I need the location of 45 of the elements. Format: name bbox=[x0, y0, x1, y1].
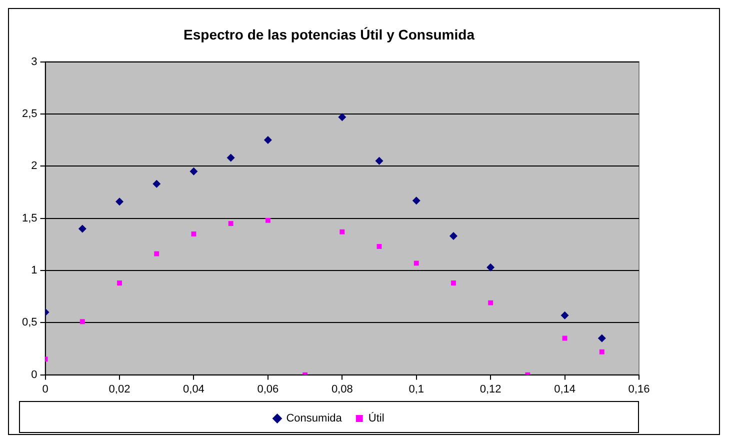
point bbox=[375, 156, 384, 165]
x-tick-label: 0 bbox=[42, 383, 48, 396]
point bbox=[78, 224, 86, 233]
y-tick-label: 1,5 bbox=[22, 212, 38, 224]
x-tick-label: 0,16 bbox=[628, 383, 650, 396]
x-tick-label: 0,14 bbox=[554, 383, 576, 396]
point bbox=[599, 349, 604, 354]
y-tick-label: 1 bbox=[31, 264, 38, 276]
x-tick-label: 0,1 bbox=[408, 383, 424, 396]
point bbox=[412, 196, 420, 205]
point bbox=[450, 280, 456, 286]
point bbox=[116, 198, 124, 206]
point bbox=[414, 260, 419, 266]
point bbox=[598, 334, 606, 342]
y-tick-label: 2 bbox=[31, 160, 38, 172]
point bbox=[228, 221, 234, 226]
y-tick-label: 2,5 bbox=[22, 108, 38, 120]
y-tick-label: 0 bbox=[31, 368, 38, 381]
x-tick-label: 0,04 bbox=[183, 383, 204, 396]
y-tick-label: 3 bbox=[31, 56, 38, 68]
point bbox=[488, 300, 494, 306]
point bbox=[191, 231, 196, 236]
x-tick-label: 0,06 bbox=[257, 383, 279, 396]
point bbox=[152, 180, 161, 188]
x-tick-label: 0,08 bbox=[331, 383, 353, 396]
point bbox=[449, 232, 458, 240]
y-tick-label: 0,5 bbox=[22, 316, 38, 329]
point bbox=[190, 167, 198, 176]
point bbox=[117, 280, 122, 286]
point bbox=[560, 311, 569, 320]
point bbox=[486, 263, 495, 272]
point bbox=[264, 136, 272, 144]
legend-label: Útil bbox=[368, 412, 384, 425]
point bbox=[376, 244, 382, 249]
point bbox=[562, 336, 568, 341]
point bbox=[154, 251, 160, 256]
point bbox=[226, 154, 235, 162]
point bbox=[265, 218, 270, 223]
point bbox=[338, 113, 346, 122]
x-tick-label: 0,12 bbox=[480, 383, 502, 396]
x-tick-label: 0,02 bbox=[108, 383, 130, 396]
chart-title: Espectro de las potencias Útil y Consumida bbox=[184, 26, 475, 42]
legend-label: Consumida bbox=[286, 412, 343, 425]
point bbox=[340, 229, 345, 234]
point bbox=[80, 319, 85, 324]
